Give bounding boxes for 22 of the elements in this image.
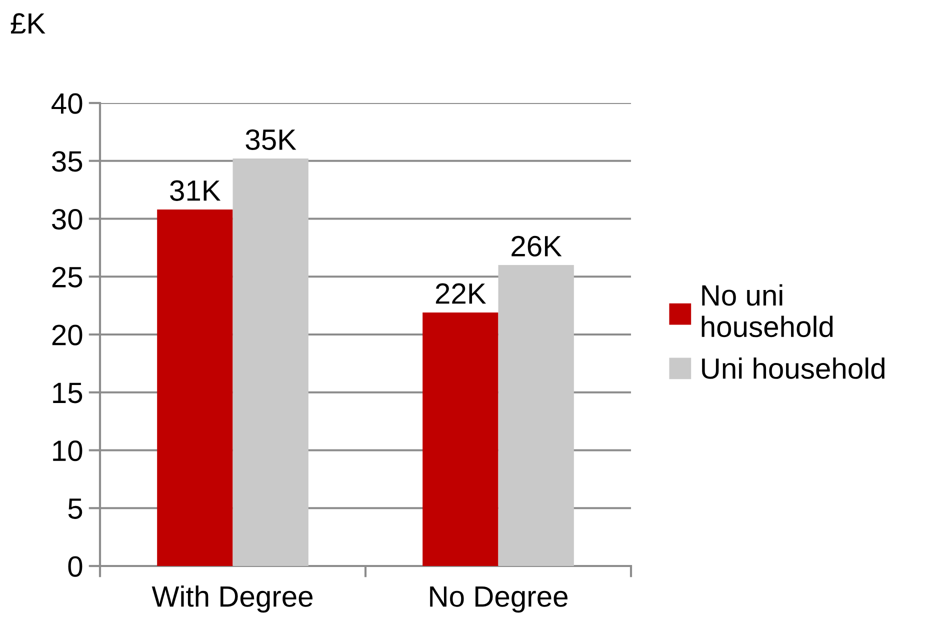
y-tick-label: 0	[68, 556, 82, 577]
y-tick-label: 5	[68, 498, 82, 519]
legend-label: Uni household	[702, 358, 884, 379]
y-tick-label: 35	[52, 151, 82, 172]
data-label: 22K	[436, 283, 486, 304]
y-tick-label: 40	[52, 93, 82, 114]
bar	[157, 209, 233, 566]
data-label: 26K	[512, 236, 562, 257]
bar	[498, 265, 574, 566]
y-tick-label: 30	[52, 208, 82, 230]
bar	[232, 158, 308, 566]
data-label: 35K	[246, 129, 296, 150]
y-tick-label: 15	[53, 382, 82, 404]
x-tick-label: No Degree	[430, 586, 568, 613]
y-tick-label: 10	[53, 440, 82, 462]
y-tick-label: 25	[52, 266, 82, 288]
bar	[422, 312, 498, 566]
x-tick-label: With Degree	[152, 585, 313, 613]
data-label: 31K	[170, 180, 221, 201]
legend-label: No uni household	[702, 284, 833, 338]
y-tick-label: 20	[52, 324, 82, 346]
y-axis-title: £K	[10, 13, 46, 34]
